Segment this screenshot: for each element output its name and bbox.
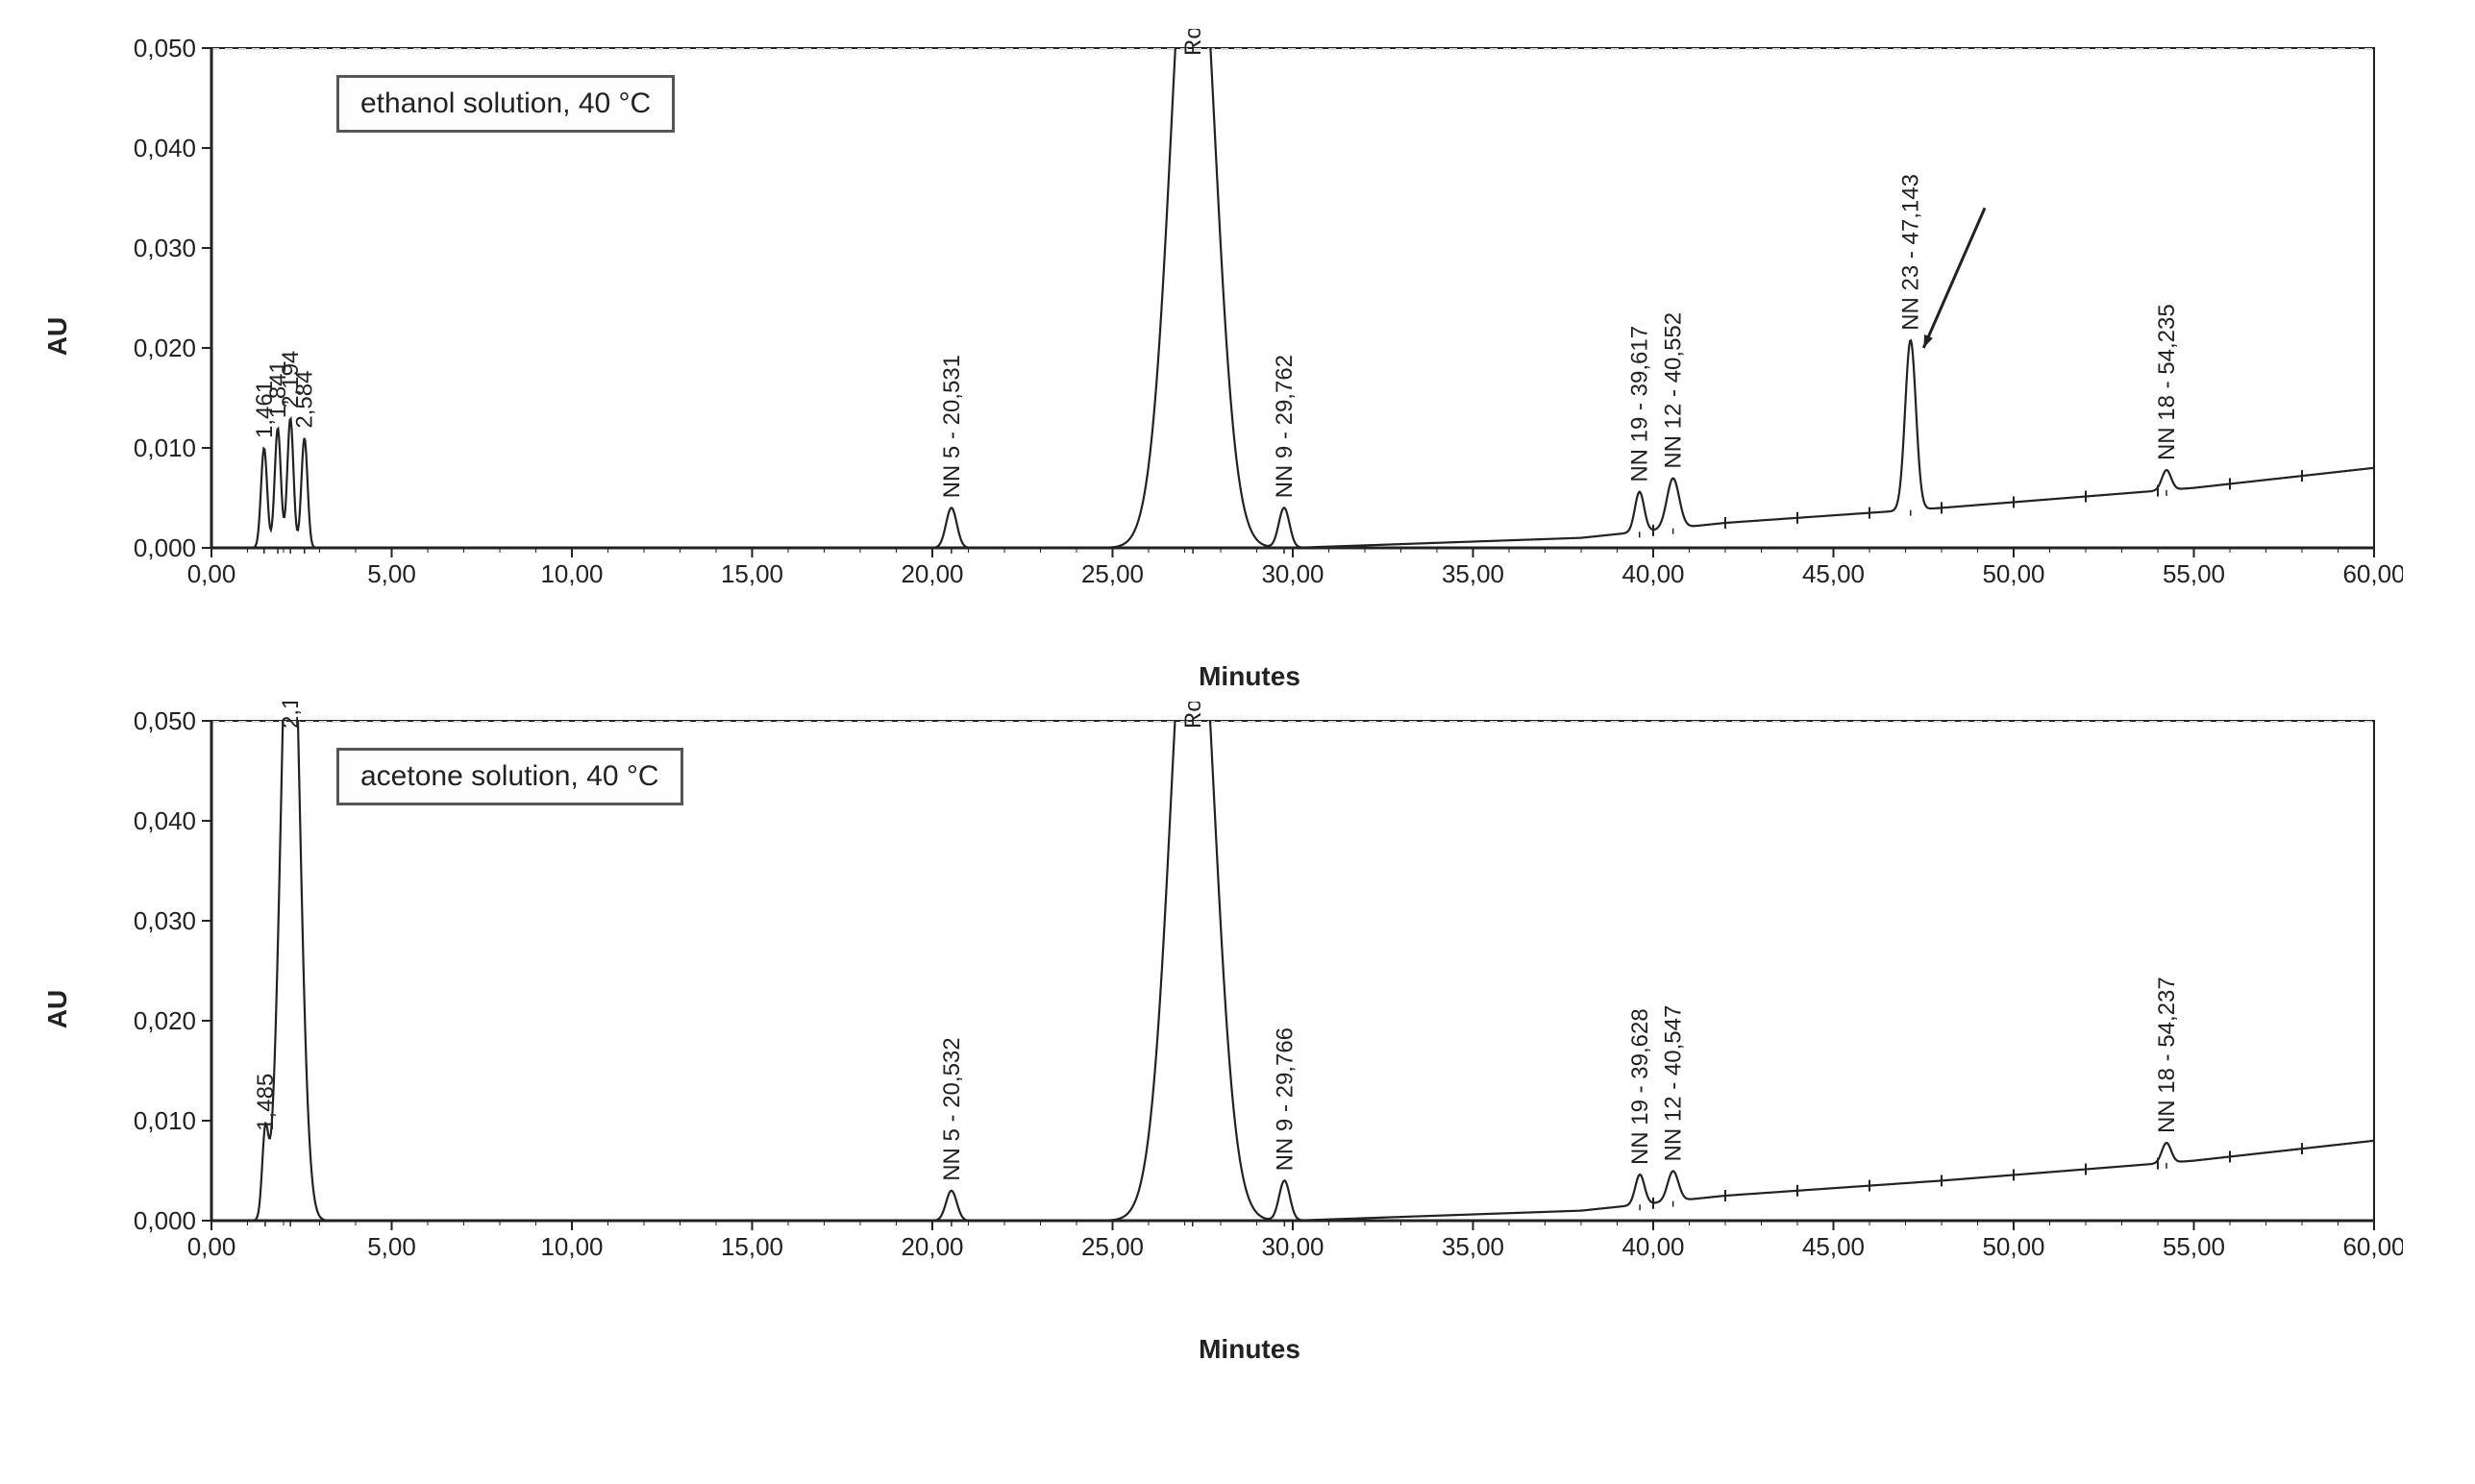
svg-text:10,00: 10,00: [540, 559, 603, 588]
svg-text:0,00: 0,00: [187, 1232, 236, 1261]
svg-text:1,485: 1,485: [253, 1074, 279, 1131]
svg-text:45,00: 45,00: [1802, 1232, 1865, 1261]
svg-text:35,00: 35,00: [1442, 559, 1504, 588]
svg-text:NN 9 - 29,762: NN 9 - 29,762: [1272, 355, 1298, 498]
x-axis-label: Minutes: [1199, 661, 1300, 692]
svg-text:25,00: 25,00: [1081, 1232, 1144, 1261]
svg-text:0,050: 0,050: [134, 706, 196, 735]
svg-text:30,00: 30,00: [1261, 559, 1324, 588]
svg-text:0,030: 0,030: [134, 234, 196, 262]
svg-text:0,030: 0,030: [134, 906, 196, 935]
svg-text:0,010: 0,010: [134, 433, 196, 462]
svg-text:NN 18 - 54,237: NN 18 - 54,237: [2154, 977, 2180, 1133]
svg-text:15,00: 15,00: [721, 559, 783, 588]
svg-text:2,584: 2,584: [292, 371, 318, 429]
chart-ethanol: AU 0,0000,0100,0200,0300,0400,0500,005,0…: [96, 29, 2403, 644]
svg-text:NN 5 - 20,532: NN 5 - 20,532: [939, 1037, 965, 1180]
svg-text:5,00: 5,00: [367, 559, 416, 588]
svg-text:30,00: 30,00: [1261, 1232, 1324, 1261]
chromatogram-figure: AU 0,000 0,010 0,020 0,030 0,040 0,050 0,00 5,0…: [19, 29, 2456, 1317]
svg-text:40,00: 40,00: [1621, 1232, 1684, 1261]
legend-box: ethanol solution, 40 °C: [336, 75, 675, 133]
svg-text:NN 9 - 29,766: NN 9 - 29,766: [1272, 1027, 1298, 1171]
y-axis-label: AU: [42, 317, 73, 356]
svg-text:NN 18 - 54,235: NN 18 - 54,235: [2154, 304, 2180, 460]
svg-text:55,00: 55,00: [2163, 559, 2225, 588]
svg-text:55,00: 55,00: [2163, 1232, 2225, 1261]
svg-text:60,00: 60,00: [2342, 1232, 2403, 1261]
svg-text:0,010: 0,010: [134, 1106, 196, 1135]
y-axis-label: AU: [42, 990, 73, 1028]
svg-text:0,040: 0,040: [134, 134, 196, 162]
svg-text:25,00: 25,00: [1081, 559, 1144, 588]
legend-text: ethanol solution, 40 °C: [360, 87, 651, 119]
svg-text:20,00: 20,00: [901, 1232, 963, 1261]
svg-text:NN 12 - 40,552: NN 12 - 40,552: [1661, 312, 1687, 469]
svg-text:0,050: 0,050: [134, 34, 196, 62]
chart-acetone: AU 0,0000,0100,0200,0300,0400,0500,005,0…: [96, 702, 2403, 1317]
svg-text:50,00: 50,00: [1982, 1232, 2044, 1261]
svg-text:0,020: 0,020: [134, 1006, 196, 1035]
svg-text:0,040: 0,040: [134, 806, 196, 835]
legend-text: acetone solution, 40 °C: [360, 760, 659, 792]
svg-text:60,00: 60,00: [2342, 559, 2403, 588]
svg-text:0,000: 0,000: [134, 1206, 196, 1235]
svg-text:Rosuvastatin - 27,224: Rosuvastatin - 27,224: [1180, 702, 1206, 729]
x-axis-label: Minutes: [1199, 1334, 1300, 1365]
svg-text:50,00: 50,00: [1982, 559, 2044, 588]
svg-text:0,020: 0,020: [134, 334, 196, 362]
svg-text:NN 19 - 39,628: NN 19 - 39,628: [1627, 1008, 1653, 1165]
svg-text:35,00: 35,00: [1442, 1232, 1504, 1261]
svg-text:NN 19 - 39,617: NN 19 - 39,617: [1627, 326, 1653, 482]
svg-text:15,00: 15,00: [721, 1232, 783, 1261]
svg-text:45,00: 45,00: [1802, 559, 1865, 588]
svg-text:5,00: 5,00: [367, 1232, 416, 1261]
svg-text:NN 23 - 47,143: NN 23 - 47,143: [1898, 174, 1924, 331]
legend-box: acetone solution, 40 °C: [336, 748, 683, 805]
svg-text:2,191: 2,191: [278, 702, 304, 729]
svg-text:0,00: 0,00: [187, 559, 236, 588]
svg-text:NN 12 - 40,547: NN 12 - 40,547: [1661, 1005, 1687, 1162]
svg-text:40,00: 40,00: [1621, 559, 1684, 588]
svg-text:20,00: 20,00: [901, 559, 963, 588]
svg-text:10,00: 10,00: [540, 1232, 603, 1261]
svg-text:0,000: 0,000: [134, 533, 196, 562]
svg-text:NN 5 - 20,531: NN 5 - 20,531: [939, 355, 965, 498]
svg-text:Rosuvastatin - 27,232: Rosuvastatin - 27,232: [1180, 29, 1206, 56]
